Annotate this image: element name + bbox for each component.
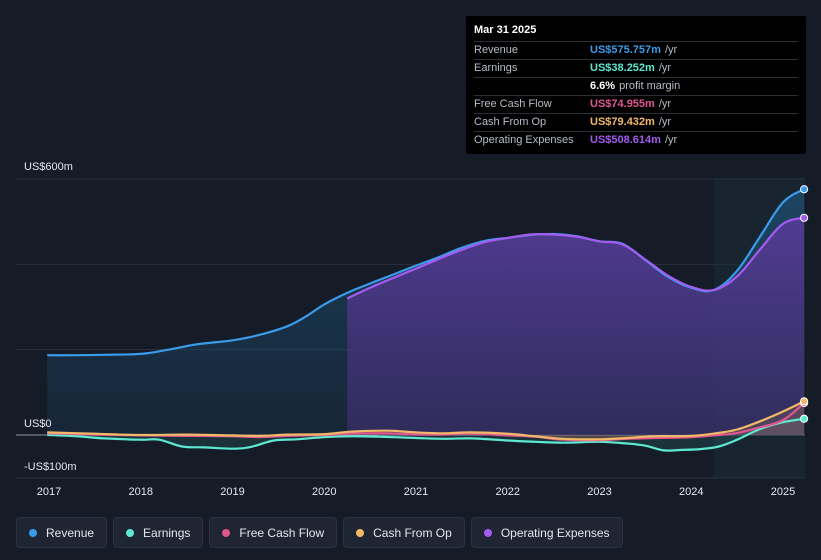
x-tick-label: 2018 <box>129 486 153 498</box>
tooltip-unit: /yr <box>664 134 678 146</box>
legend-item-earnings[interactable]: Earnings <box>113 517 204 548</box>
tooltip-unit: /yr <box>664 44 678 56</box>
legend-item-free-cash-flow[interactable]: Free Cash Flow <box>209 517 338 548</box>
tooltip-unit: /yr <box>658 116 672 128</box>
tooltip-row-free-cash-flow: Free Cash Flow US$74.955m /yr <box>474 95 798 113</box>
chart-area: US$600m US$0 -US$100m 2017 2018 2019 2020 2021… <box>16 161 809 498</box>
tooltip-row-profit-margin: 6.6% profit margin <box>474 77 798 95</box>
x-tick-label: 2021 <box>404 486 428 498</box>
tooltip-value: US$74.955m <box>590 98 655 110</box>
tooltip-unit: /yr <box>658 62 672 74</box>
y-axis-labels: US$600m US$0 -US$100m <box>24 161 77 473</box>
tooltip-label: Cash From Op <box>474 116 547 128</box>
y-tick-label: US$0 <box>24 418 52 430</box>
earnings-line <box>47 417 805 452</box>
tooltip-row-earnings: Earnings US$38.252m /yr <box>474 59 798 77</box>
tooltip-label: Free Cash Flow <box>474 98 552 110</box>
legend-dot-icon <box>356 528 365 537</box>
legend-label: Earnings <box>143 525 191 540</box>
tooltip-row-operating-expenses: Operating Expenses US$508.614m /yr <box>474 131 798 149</box>
tooltip-value: US$79.432m <box>590 116 655 128</box>
operating-expenses-line <box>346 216 805 300</box>
earnings-area <box>47 418 805 451</box>
x-tick-label: 2020 <box>312 486 336 498</box>
x-axis-labels: 2017 2018 2019 2020 2021 2022 2023 2024 2025 <box>37 486 795 498</box>
x-tick-label: 2022 <box>496 486 520 498</box>
tooltip-unit: /yr <box>658 98 672 110</box>
series-end-markers <box>800 185 809 423</box>
profit-margin-value: 6.6% <box>590 80 616 92</box>
tooltip-label: Operating Expenses <box>474 134 574 146</box>
x-tick-label: 2024 <box>679 486 703 498</box>
tooltip-value: US$508.614m <box>590 134 661 146</box>
tooltip-value: US$38.252m <box>590 62 655 74</box>
tooltip-label: Earnings <box>474 62 518 74</box>
legend-dot-icon <box>483 528 492 537</box>
x-tick-label: 2023 <box>587 486 611 498</box>
legend-item-cash-from-op[interactable]: Cash From Op <box>343 517 465 548</box>
tooltip-label-empty <box>474 78 590 95</box>
series-areas <box>47 189 805 451</box>
legend-dot-icon <box>222 528 231 537</box>
legend-label: Operating Expenses <box>500 525 610 540</box>
y-tick-label: US$600m <box>24 161 73 173</box>
legend-item-operating-expenses[interactable]: Operating Expenses <box>470 517 623 548</box>
legend-label: Cash From Op <box>373 525 452 540</box>
x-tick-label: 2017 <box>37 486 61 498</box>
tooltip-row-revenue: Revenue US$575.757m /yr <box>474 41 798 59</box>
legend-label: Free Cash Flow <box>239 525 325 540</box>
legend-item-revenue[interactable]: Revenue <box>16 517 108 548</box>
legend-label: Revenue <box>46 525 95 540</box>
legend-dot-icon <box>126 528 135 537</box>
y-tick-label: -US$100m <box>24 461 77 473</box>
legend-dot-icon <box>29 528 37 537</box>
operating-expenses-area <box>347 217 805 435</box>
tooltip-label: Revenue <box>474 44 519 56</box>
revenue-end-point <box>800 185 809 194</box>
tooltip-value: US$575.757m <box>590 44 661 56</box>
operating-expenses-end-point <box>800 213 809 222</box>
x-tick-label: 2025 <box>771 486 795 498</box>
series-lines <box>47 188 805 452</box>
tooltip-row-cash-from-op: Cash From Op US$79.432m /yr <box>474 113 798 131</box>
cash-from-op-line <box>47 400 805 441</box>
data-tooltip: Mar 31 2025 Revenue US$575.757m /yr Earn… <box>466 16 806 154</box>
cash-from-op-end-point <box>800 397 809 406</box>
x-tick-label: 2019 <box>220 486 244 498</box>
tooltip-date: Mar 31 2025 <box>474 24 537 36</box>
chart-legend: Revenue Earnings Free Cash Flow Cash Fro… <box>16 517 623 548</box>
earnings-end-point <box>800 414 809 423</box>
profit-margin-text: profit margin <box>619 80 681 92</box>
